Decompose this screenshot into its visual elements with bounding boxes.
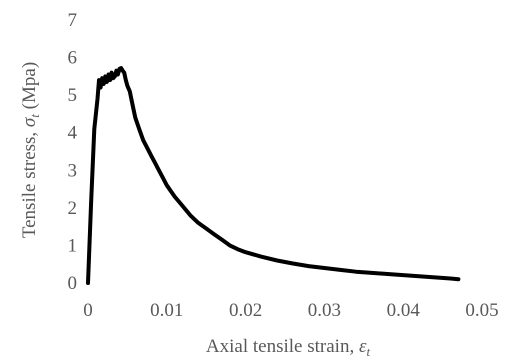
y-axis-label: Tensile stress, σt (Mpa)	[19, 62, 42, 238]
plot-area	[86, 66, 461, 285]
y-tick-label: 3	[68, 160, 78, 181]
x-axis-label: Axial tensile strain, εt	[206, 336, 371, 359]
y-tick-label: 5	[68, 85, 78, 106]
x-tick-label: 0.01	[150, 300, 183, 321]
x-tick-label: 0.05	[465, 300, 498, 321]
x-tick-label: 0	[83, 300, 93, 321]
x-axis-ticks: 0 0.01 0.02 0.03 0.04 0.05	[83, 300, 498, 321]
y-tick-label: 6	[68, 48, 78, 69]
y-tick-label: 7	[68, 10, 78, 31]
y-tick-label: 1	[68, 235, 78, 256]
x-tick-label: 0.02	[229, 300, 262, 321]
y-tick-label: 0	[68, 273, 78, 294]
x-tick-label: 0.03	[308, 300, 341, 321]
y-tick-label: 4	[68, 123, 78, 144]
y-tick-label: 2	[68, 198, 78, 219]
y-axis-ticks: 0 1 2 3 4 5 6 7	[68, 10, 78, 294]
stress-strain-curve	[86, 66, 461, 285]
x-tick-label: 0.04	[387, 300, 421, 321]
